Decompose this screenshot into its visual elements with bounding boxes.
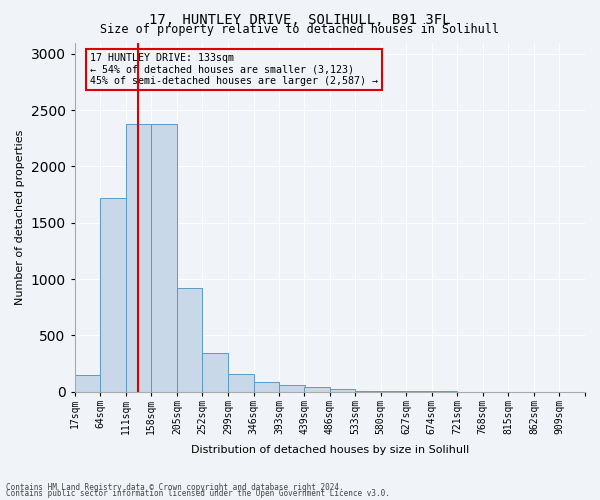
Bar: [100, 198, 126, 392]
Bar: [75, 375, 100, 392]
Bar: [254, 382, 279, 392]
Bar: [228, 374, 254, 392]
Bar: [202, 354, 228, 392]
Text: 17, HUNTLEY DRIVE, SOLIHULL, B91 3FL: 17, HUNTLEY DRIVE, SOLIHULL, B91 3FL: [149, 12, 451, 26]
Bar: [177, 288, 202, 392]
X-axis label: Distribution of detached houses by size in Solihull: Distribution of detached houses by size …: [191, 445, 469, 455]
Text: Contains HM Land Registry data © Crown copyright and database right 2024.: Contains HM Land Registry data © Crown c…: [6, 484, 344, 492]
Bar: [380, 391, 406, 392]
Bar: [279, 386, 305, 392]
Bar: [355, 390, 380, 392]
Text: Size of property relative to detached houses in Solihull: Size of property relative to detached ho…: [101, 22, 499, 36]
Bar: [329, 390, 355, 392]
Bar: [126, 124, 151, 392]
Bar: [151, 124, 177, 392]
Text: Contains public sector information licensed under the Open Government Licence v3: Contains public sector information licen…: [6, 490, 390, 498]
Text: 17 HUNTLEY DRIVE: 133sqm
← 54% of detached houses are smaller (3,123)
45% of sem: 17 HUNTLEY DRIVE: 133sqm ← 54% of detach…: [90, 53, 378, 86]
Bar: [304, 387, 329, 392]
Y-axis label: Number of detached properties: Number of detached properties: [15, 130, 25, 305]
